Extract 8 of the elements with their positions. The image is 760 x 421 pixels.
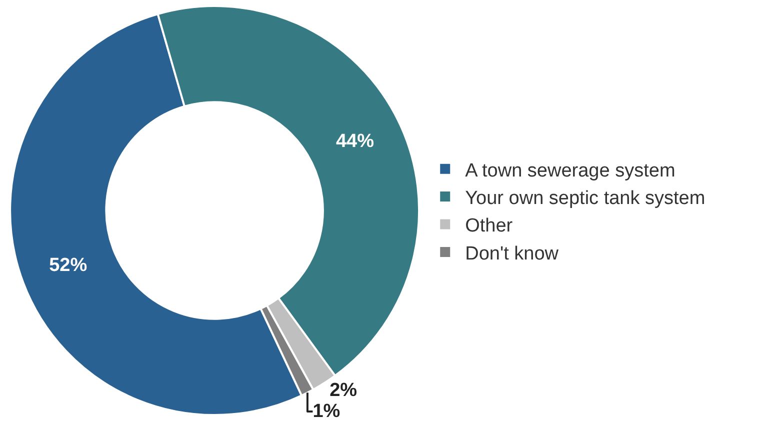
data-label: 2% [330, 380, 358, 401]
data-label: 44% [336, 131, 374, 152]
legend-label: Your own septic tank system [465, 188, 706, 209]
data-label: 1% [312, 401, 340, 421]
legend-label: A town sewerage system [465, 160, 676, 182]
legend-label: Don't know [465, 243, 559, 264]
data-label: 52% [49, 255, 88, 276]
legend-label: Other [465, 216, 514, 237]
